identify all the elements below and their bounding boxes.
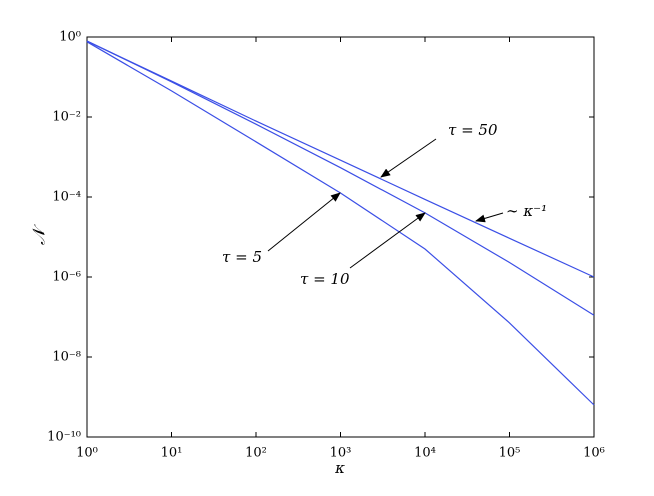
y-tick-label: 10⁻² xyxy=(52,110,81,125)
annotation: ∼ κ⁻¹ xyxy=(506,202,547,220)
data-line xyxy=(86,41,595,406)
annotation-arrow xyxy=(475,212,504,223)
x-tick-label: 10⁶ xyxy=(583,446,605,461)
annotation-arrow xyxy=(349,212,426,269)
x-tick-label: 10⁴ xyxy=(414,446,436,461)
x-tick-label: 10⁵ xyxy=(499,446,521,461)
x-tick-label: 10⁰ xyxy=(76,446,98,461)
annotation: τ = 50 xyxy=(448,121,498,139)
y-tick-label: 10⁰ xyxy=(59,30,81,45)
annotation-arrow xyxy=(267,192,341,252)
x-tick-label: 10² xyxy=(245,446,267,461)
x-tick-label: 10¹ xyxy=(161,446,183,461)
annotation: τ = 5 xyxy=(222,248,262,266)
data-line xyxy=(86,40,595,278)
y-axis-label: 𝒩 xyxy=(30,223,50,245)
y-tick-label: 10⁻¹⁰ xyxy=(47,430,81,445)
data-line xyxy=(86,40,595,316)
x-axis-label: κ xyxy=(334,459,345,477)
annotation: τ = 10 xyxy=(300,270,350,288)
y-tick-label: 10⁻⁴ xyxy=(52,190,81,205)
y-tick-label: 10⁻⁶ xyxy=(52,270,81,285)
x-tick-label: 10³ xyxy=(330,446,352,461)
plot-frame xyxy=(86,36,595,438)
annotation-arrow xyxy=(380,138,437,178)
y-tick-label: 10⁻⁸ xyxy=(52,350,81,365)
